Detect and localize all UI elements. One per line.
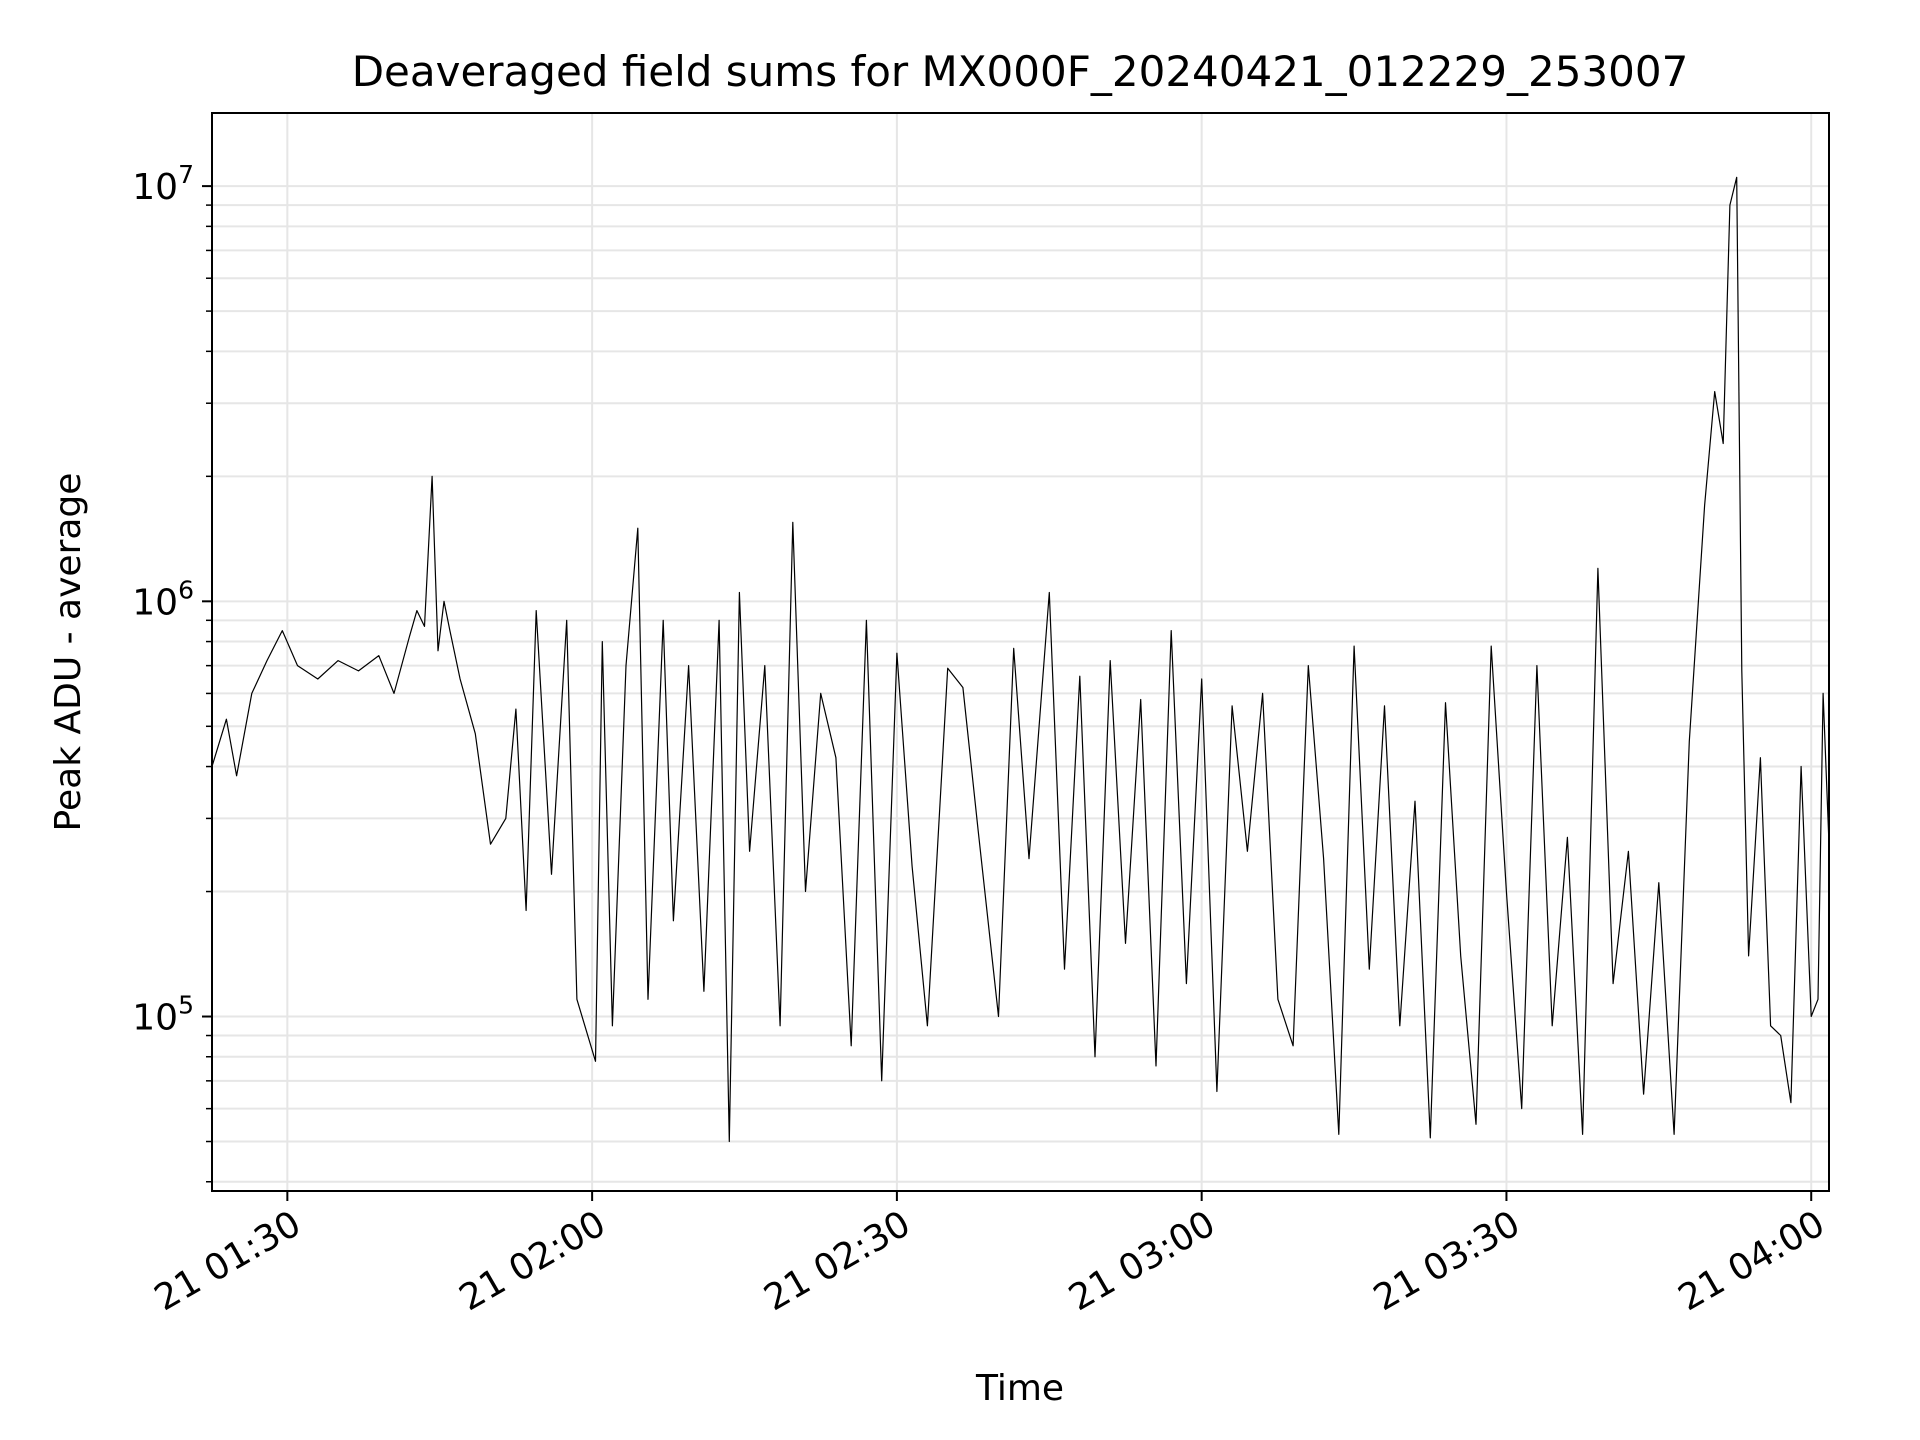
y-axis-label: Peak ADU - average: [48, 473, 89, 832]
major-gridlines: [212, 113, 1829, 1191]
chart-title: Deaveraged field sums for MX000F_2024042…: [352, 47, 1689, 96]
plot-frame: [211, 112, 1830, 1192]
series-line: [211, 176, 1830, 1143]
minor-gridlines: [212, 204, 1829, 1183]
x-axis-label: Time: [975, 1368, 1064, 1409]
